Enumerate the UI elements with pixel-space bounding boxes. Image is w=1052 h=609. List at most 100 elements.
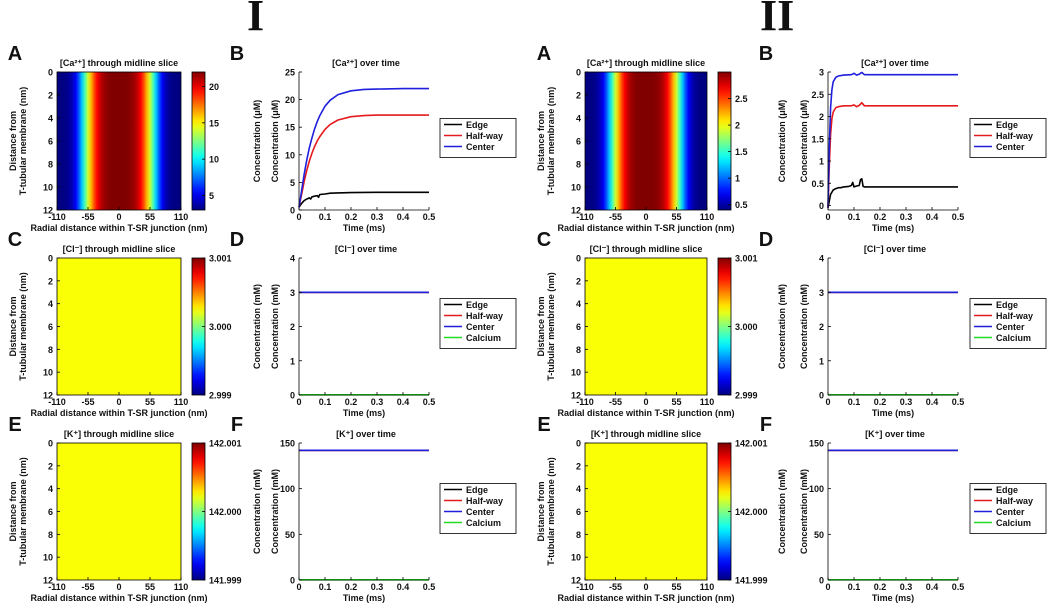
heatmap-panel-I-C: [Cl⁻] through midline slice -110 -55 0 55 110… bbox=[8, 229, 262, 418]
y-axis-label-line2: T-tubular membrane (nm) bbox=[546, 272, 556, 381]
y-axis-label: Concentration (mM) bbox=[270, 469, 280, 554]
y-tick-label: 10 bbox=[43, 368, 53, 378]
y-tick-label: 0 bbox=[819, 201, 824, 211]
x-tick-label: -110 bbox=[576, 397, 594, 407]
legend-label: Edge bbox=[466, 300, 488, 310]
colorbar-tick-label: 3.001 bbox=[209, 254, 232, 264]
heatmap-panel-I-E: [K⁺] through midline slice -110 -55 0 55 110R… bbox=[8, 414, 262, 603]
colorbar-label: Concentration (mM) bbox=[777, 469, 787, 554]
y-tick-label: 10 bbox=[571, 183, 581, 193]
x-tick-label: 0.5 bbox=[952, 582, 965, 592]
plot-area bbox=[828, 443, 958, 580]
colorbar-tick-label: 0.5 bbox=[735, 200, 748, 210]
legend-box bbox=[969, 483, 1047, 534]
legend-label: Edge bbox=[996, 120, 1018, 130]
colorbar-tick-label: 2.999 bbox=[735, 391, 758, 401]
x-tick-label: 0.1 bbox=[848, 212, 861, 222]
colorbar-tick-label: 142.001 bbox=[209, 439, 242, 449]
y-tick-label: 8 bbox=[576, 160, 581, 170]
legend-label: Calcium bbox=[466, 518, 501, 528]
colorbar-label: Concentration (μM) bbox=[252, 100, 262, 183]
line-panel-I-D: 0 0.1 0.2 0.3 0.4 0.5 Time (ms) 0 1 2 3 4 Concentrat… bbox=[230, 229, 517, 418]
panel-letter: B bbox=[230, 43, 244, 65]
line-title: [Ca²⁺] over time bbox=[332, 58, 400, 68]
line-title: [Cl⁻] over time bbox=[335, 244, 397, 254]
y-tick-label: 0 bbox=[290, 391, 295, 401]
y-tick-label: 2 bbox=[290, 322, 295, 332]
panel-letter: F bbox=[231, 414, 243, 436]
x-axis-label: Time (ms) bbox=[343, 593, 385, 603]
y-tick-label: 1 bbox=[819, 356, 824, 366]
heatmap-title: [Cl⁻] through midline slice bbox=[63, 244, 176, 254]
y-axis-label-line1: Distance from bbox=[536, 111, 546, 171]
legend-label: Edge bbox=[996, 300, 1018, 310]
x-tick-label: 0.2 bbox=[874, 212, 887, 222]
y-axis-label-line1: Distance from bbox=[536, 481, 546, 541]
heatmap-title: [Ca²⁺] through midline slice bbox=[587, 58, 705, 68]
y-tick-label: 0 bbox=[819, 391, 824, 401]
y-tick-label: 12 bbox=[43, 576, 53, 586]
colorbar-tick-label: 142.000 bbox=[209, 507, 242, 517]
y-tick-label: 12 bbox=[43, 391, 53, 401]
x-tick-label: 0 bbox=[825, 582, 830, 592]
y-tick-label: 100 bbox=[809, 484, 824, 494]
panel-letter: D bbox=[759, 229, 773, 251]
x-tick-label: 0.4 bbox=[397, 212, 410, 222]
x-tick-label: -55 bbox=[81, 397, 94, 407]
y-tick-label: 2 bbox=[576, 276, 581, 286]
y-tick-label: 2 bbox=[576, 91, 581, 101]
colorbar-tick-label: 2.5 bbox=[735, 94, 748, 104]
x-tick-label: 0.1 bbox=[319, 397, 332, 407]
colorbar bbox=[192, 258, 205, 395]
x-tick-label: 0.4 bbox=[397, 397, 410, 407]
y-tick-label: 20 bbox=[285, 95, 295, 105]
x-tick-label: 110 bbox=[700, 212, 715, 222]
y-axis-label: Concentration (mM) bbox=[799, 469, 809, 554]
y-tick-label: 6 bbox=[48, 507, 53, 517]
legend-label: Center bbox=[466, 142, 495, 152]
x-tick-label: -110 bbox=[48, 212, 66, 222]
legend-label: Edge bbox=[466, 485, 488, 495]
y-tick-label: 100 bbox=[280, 484, 295, 494]
colorbar-tick-label: 2 bbox=[735, 121, 740, 131]
plot-area bbox=[299, 258, 429, 395]
x-tick-label: -55 bbox=[609, 582, 622, 592]
colorbar-tick-label: 141.999 bbox=[209, 576, 242, 586]
x-tick-label: 0.5 bbox=[423, 582, 436, 592]
y-tick-label: 4 bbox=[576, 114, 581, 124]
x-tick-label: 0 bbox=[825, 212, 830, 222]
legend-label: Half-way bbox=[996, 496, 1033, 506]
x-tick-label: 0 bbox=[296, 212, 301, 222]
heatmap-panel-II-E: [K⁺] through midline slice -110 -55 0 55 110R… bbox=[536, 414, 787, 603]
section-label-I: I bbox=[247, 0, 265, 40]
y-tick-label: 4 bbox=[576, 299, 581, 309]
x-tick-label: -110 bbox=[576, 212, 594, 222]
x-tick-label: 110 bbox=[700, 582, 715, 592]
colorbar-label: Concentration (mM) bbox=[777, 284, 787, 369]
colorbar-tick-label: 3.001 bbox=[735, 254, 758, 264]
colorbar-tick-label: 2.999 bbox=[209, 391, 232, 401]
x-tick-label: 0 bbox=[296, 397, 301, 407]
x-tick-label: -55 bbox=[609, 397, 622, 407]
x-tick-label: 110 bbox=[174, 212, 189, 222]
y-tick-label: 10 bbox=[43, 553, 53, 563]
y-axis-label-line1: Distance from bbox=[536, 296, 546, 356]
y-tick-label: 0 bbox=[290, 206, 295, 216]
y-tick-label: 4 bbox=[48, 299, 53, 309]
legend-label: Center bbox=[466, 507, 495, 517]
x-tick-label: 0.2 bbox=[874, 397, 887, 407]
x-axis-label: Radial distance within T-SR junction (nm… bbox=[30, 593, 207, 603]
y-tick-label: 8 bbox=[48, 345, 53, 355]
colorbar bbox=[192, 443, 205, 580]
line-title: [K⁺] over time bbox=[336, 429, 396, 439]
y-tick-label: 10 bbox=[571, 553, 581, 563]
colorbar-tick-label: 1.5 bbox=[735, 147, 748, 157]
y-axis-label: Concentration (mM) bbox=[270, 284, 280, 369]
x-tick-label: 0 bbox=[116, 212, 121, 222]
series-line-half-way bbox=[827, 101, 958, 208]
series-line-center bbox=[827, 71, 958, 208]
colorbar-tick-label: 3.000 bbox=[209, 322, 232, 332]
colorbar-tick-label: 3.000 bbox=[735, 322, 758, 332]
colorbar bbox=[192, 72, 205, 210]
y-tick-label: 15 bbox=[285, 123, 295, 133]
